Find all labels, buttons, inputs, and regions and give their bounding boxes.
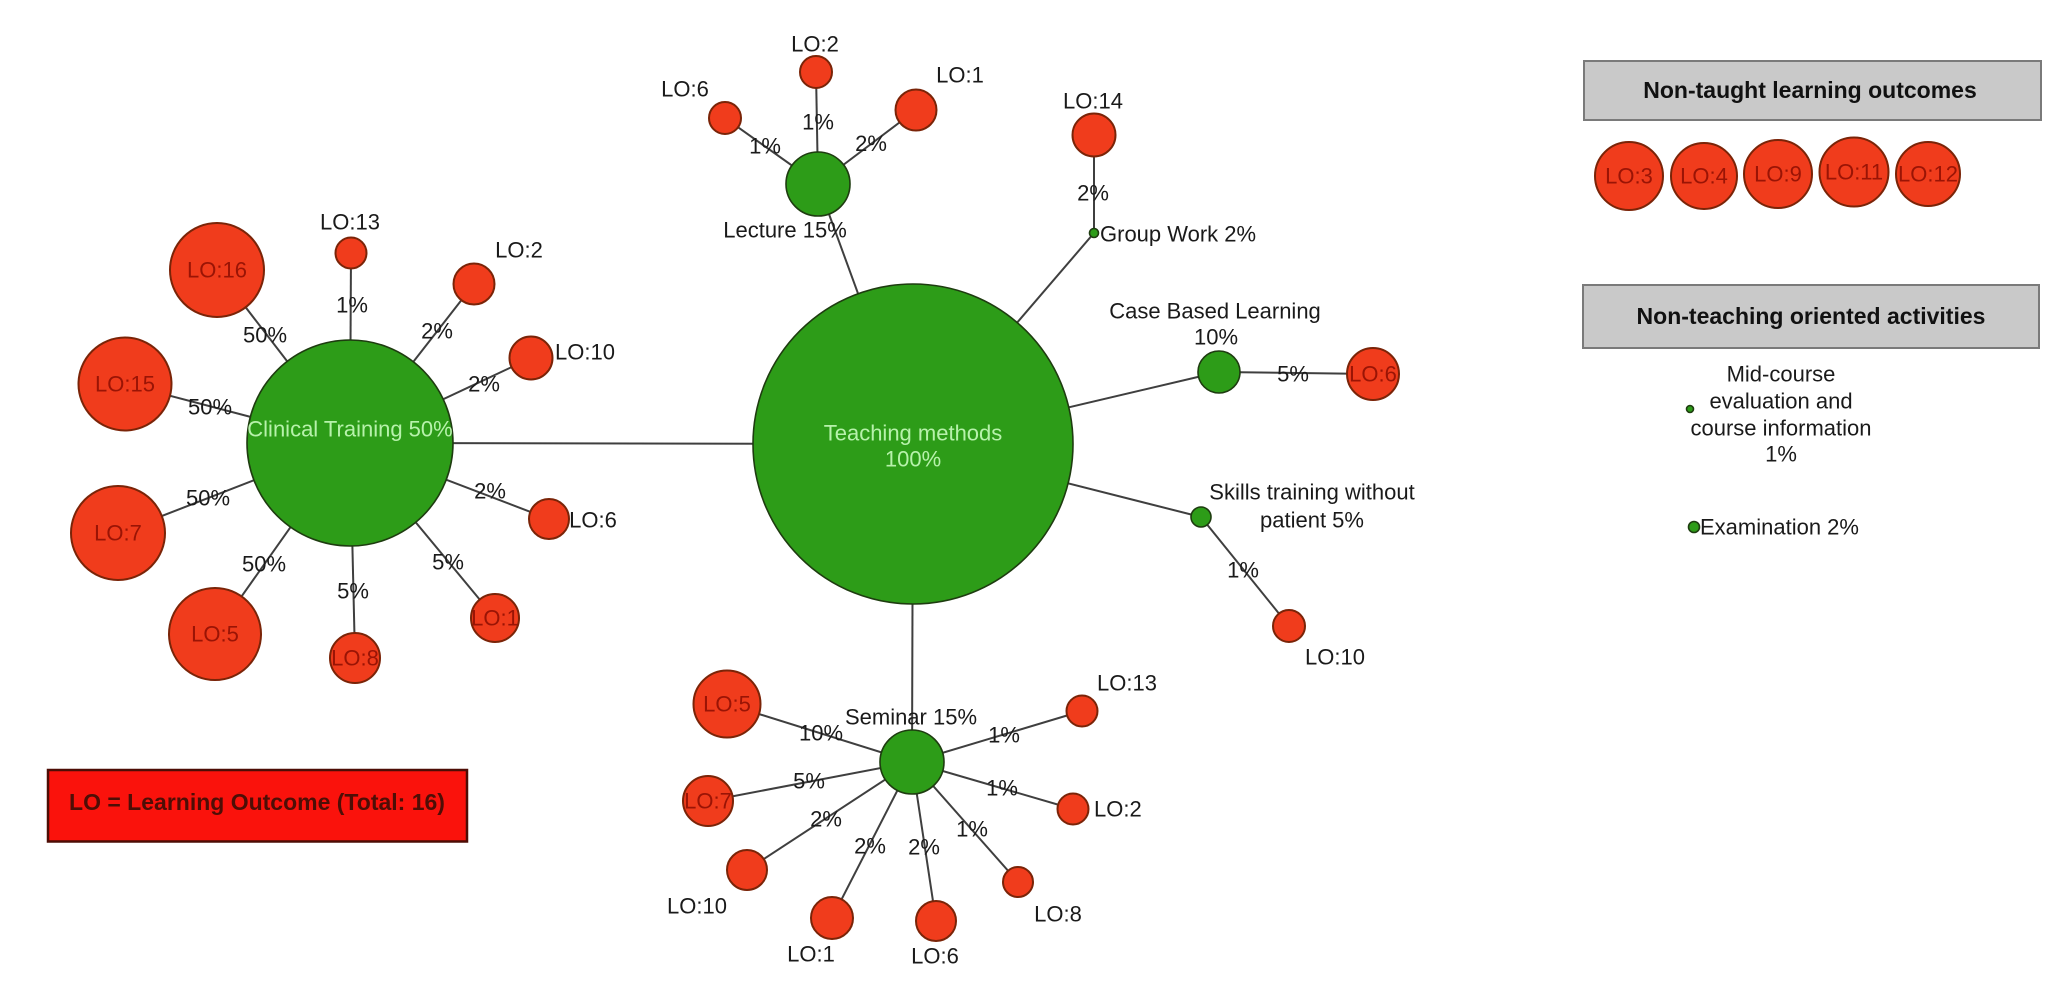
svg-text:2%: 2% (421, 319, 453, 344)
svg-text:LO:1: LO:1 (936, 63, 984, 88)
svg-text:LO:6: LO:6 (1349, 362, 1397, 387)
svg-text:LO:10: LO:10 (1305, 645, 1365, 670)
svg-text:5%: 5% (793, 769, 825, 794)
svg-text:LO:5: LO:5 (703, 692, 751, 717)
svg-text:LO:13: LO:13 (320, 210, 380, 235)
svg-text:LO:8: LO:8 (331, 646, 379, 671)
svg-text:LO:6: LO:6 (661, 77, 709, 102)
svg-text:LO:2: LO:2 (495, 238, 543, 263)
svg-text:1%: 1% (802, 110, 834, 135)
svg-text:LO:11: LO:11 (1825, 160, 1883, 185)
svg-text:patient 5%: patient 5% (1260, 508, 1364, 533)
svg-text:50%: 50% (243, 323, 287, 348)
svg-text:50%: 50% (188, 395, 232, 420)
svg-text:5%: 5% (432, 550, 464, 575)
svg-text:2%: 2% (908, 835, 940, 860)
svg-text:1%: 1% (336, 293, 368, 318)
svg-text:Examination 2%: Examination 2% (1700, 515, 1859, 540)
svg-text:5%: 5% (337, 579, 369, 604)
svg-text:Case Based Learning: Case Based Learning (1109, 299, 1321, 324)
svg-text:LO:6: LO:6 (569, 508, 617, 533)
svg-text:LO:13: LO:13 (1097, 671, 1157, 696)
svg-text:Mid-course: Mid-course (1727, 362, 1836, 387)
svg-text:LO:2: LO:2 (791, 32, 839, 57)
svg-text:10%: 10% (1194, 325, 1238, 350)
svg-text:LO:5: LO:5 (191, 622, 239, 647)
svg-text:1%: 1% (749, 134, 781, 159)
svg-text:50%: 50% (186, 486, 230, 511)
svg-text:LO:3: LO:3 (1605, 164, 1653, 189)
svg-text:Lecture 15%: Lecture 15% (723, 218, 847, 243)
svg-text:Seminar 15%: Seminar 15% (845, 705, 977, 730)
svg-text:Non-teaching oriented activiti: Non-teaching oriented activities (1637, 303, 1986, 329)
svg-text:LO:1: LO:1 (471, 606, 519, 631)
svg-text:50%: 50% (242, 552, 286, 577)
svg-text:LO = Learning Outcome (Total:: LO = Learning Outcome (Total: 16) (69, 789, 445, 815)
svg-text:LO:8: LO:8 (1034, 902, 1082, 927)
svg-text:LO:2: LO:2 (1094, 797, 1142, 822)
svg-text:Skills training without: Skills training without (1209, 480, 1414, 505)
svg-text:LO:10: LO:10 (667, 894, 727, 919)
svg-text:2%: 2% (468, 372, 500, 397)
svg-text:Non-taught learning outcomes: Non-taught learning outcomes (1643, 77, 1977, 103)
svg-text:2%: 2% (474, 479, 506, 504)
svg-text:2%: 2% (1077, 181, 1109, 206)
svg-text:1%: 1% (986, 776, 1018, 801)
svg-text:1%: 1% (1227, 558, 1259, 583)
svg-text:LO:7: LO:7 (684, 789, 732, 814)
svg-text:LO:16: LO:16 (187, 258, 247, 283)
svg-text:LO:7: LO:7 (94, 521, 142, 546)
svg-text:100%: 100% (885, 447, 941, 472)
svg-text:2%: 2% (810, 807, 842, 832)
svg-text:evaluation and: evaluation and (1709, 389, 1852, 414)
svg-text:LO:10: LO:10 (555, 340, 615, 365)
svg-text:Teaching methods: Teaching methods (824, 421, 1003, 446)
svg-text:2%: 2% (854, 834, 886, 859)
svg-text:LO:1: LO:1 (787, 942, 835, 967)
svg-text:1%: 1% (988, 723, 1020, 748)
svg-text:course information: course information (1691, 416, 1872, 441)
svg-text:1%: 1% (956, 817, 988, 842)
svg-text:10%: 10% (799, 721, 843, 746)
svg-text:LO:14: LO:14 (1063, 89, 1123, 114)
svg-text:5%: 5% (1277, 362, 1309, 387)
svg-text:LO:9: LO:9 (1754, 162, 1802, 187)
svg-text:Clinical Training 50%: Clinical Training 50% (247, 417, 452, 442)
svg-text:Group Work 2%: Group Work 2% (1100, 222, 1256, 247)
svg-text:2%: 2% (855, 131, 887, 156)
svg-text:LO:12: LO:12 (1898, 162, 1958, 187)
svg-text:LO:6: LO:6 (911, 944, 959, 969)
svg-text:LO:15: LO:15 (95, 372, 155, 397)
svg-text:LO:4: LO:4 (1680, 164, 1728, 189)
svg-text:1%: 1% (1765, 442, 1797, 467)
